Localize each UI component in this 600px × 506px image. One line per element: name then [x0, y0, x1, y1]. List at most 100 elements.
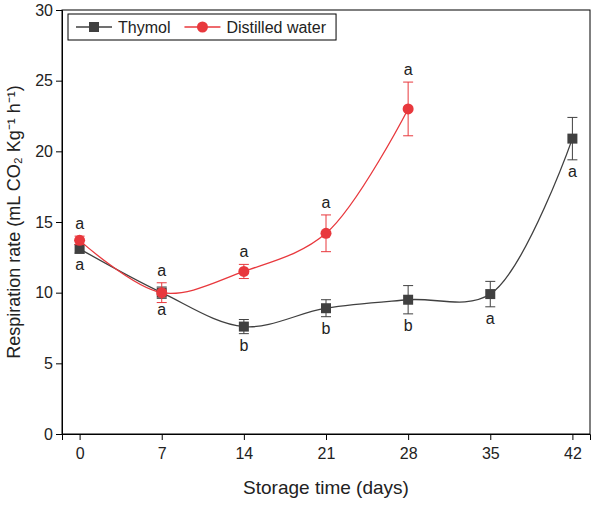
x-tick-label: 14 — [235, 445, 253, 462]
x-tick-label: 42 — [564, 445, 582, 462]
x-tick-mark — [162, 434, 163, 440]
error-bar — [403, 286, 413, 314]
significance-letter: b — [322, 320, 331, 337]
x-tick-mark — [326, 434, 327, 440]
series-marker — [485, 289, 495, 299]
x-tick-mark — [408, 434, 409, 440]
error-bar — [239, 320, 249, 334]
y-tick: 10 — [35, 284, 62, 301]
error-cap — [403, 135, 413, 136]
series-line — [80, 139, 573, 327]
x-tick: 42 — [564, 434, 582, 462]
y-tick-label: 25 — [35, 72, 53, 89]
y-tick-mark — [56, 222, 62, 223]
series-marker — [403, 103, 414, 114]
error-bar — [403, 82, 413, 136]
marks — [74, 82, 577, 334]
x-tick-label: 7 — [158, 445, 167, 462]
y-tick: 0 — [44, 426, 62, 443]
error-cap — [567, 159, 577, 160]
x-tick-mark — [490, 434, 491, 440]
significance-letter: a — [75, 215, 84, 232]
series-marker — [239, 322, 249, 332]
y-tick: 30 — [35, 2, 62, 19]
legend-label: Thymol — [118, 19, 170, 36]
legend-item: Distilled water — [184, 19, 326, 36]
y-tick-label: 5 — [44, 355, 53, 372]
error-bar — [239, 264, 249, 278]
legend-box — [68, 14, 336, 40]
y-tick-mark — [56, 363, 62, 364]
x-tick: 14 — [235, 434, 253, 462]
error-bar — [321, 215, 331, 252]
y-tick-mark — [56, 10, 62, 11]
error-cap — [239, 333, 249, 334]
chart: 071421283542051015202530aabbbaaaaaaaThym… — [0, 0, 600, 506]
error-cap — [567, 117, 577, 118]
legend-marker — [89, 22, 99, 32]
x-tick-label: 21 — [318, 445, 336, 462]
y-tick-mark — [56, 293, 62, 294]
error-bar — [157, 287, 167, 298]
error-cap — [403, 285, 413, 286]
x-tick: 21 — [318, 434, 336, 462]
error-cap — [321, 251, 331, 252]
y-tick-label: 10 — [35, 284, 53, 301]
error-bar — [485, 281, 495, 306]
plot: 071421283542051015202530aabbbaaaaaaaThym… — [35, 2, 590, 462]
x-tick: 7 — [158, 434, 167, 462]
y-axis-title: Respiration rate (mL CO₂ Kg⁻¹ h⁻¹) — [4, 85, 24, 358]
y-tick: 20 — [35, 143, 62, 160]
error-cap — [403, 82, 413, 83]
series-marker — [157, 288, 167, 298]
error-cap — [485, 281, 495, 282]
error-bar — [75, 245, 85, 253]
x-tick-label: 28 — [400, 445, 418, 462]
y-tick: 5 — [44, 355, 62, 372]
x-tick-mark — [572, 434, 573, 440]
error-cap — [485, 306, 495, 307]
significance-letter: a — [568, 163, 577, 180]
error-cap — [239, 278, 249, 279]
series-marker — [156, 287, 167, 298]
error-cap — [239, 264, 249, 265]
x-axis-line — [63, 435, 591, 441]
legend-label: Distilled water — [226, 19, 326, 36]
error-cap — [321, 214, 331, 215]
error-cap — [157, 282, 167, 283]
significance-letter: a — [157, 301, 166, 318]
y-tick-mark — [56, 151, 62, 152]
error-cap — [403, 313, 413, 314]
y-tick-label: 30 — [35, 2, 53, 19]
legend-item: Thymol — [76, 19, 170, 36]
x-tick: 0 — [76, 434, 85, 462]
error-bar — [567, 117, 577, 159]
significance-letter: a — [157, 262, 166, 279]
x-tick-label: 35 — [482, 445, 500, 462]
significance-letter: a — [239, 243, 248, 260]
significance-letter: a — [404, 61, 413, 78]
significance-letter: b — [239, 337, 248, 354]
y-axis-line — [56, 11, 63, 435]
series-marker — [238, 266, 249, 277]
significance-letter: b — [404, 317, 413, 334]
error-cap — [239, 319, 249, 320]
series-line — [80, 109, 409, 293]
annotations: aabbbaaaaaaa — [75, 61, 577, 354]
error-cap — [321, 316, 331, 317]
x-tick: 28 — [400, 434, 418, 462]
legend-marker — [197, 22, 208, 33]
significance-letter: a — [75, 256, 84, 273]
x-axis-title: Storage time (days) — [243, 477, 409, 498]
x-axis: 0 7 14 21 28 35 42 — [63, 434, 591, 462]
error-bar — [321, 300, 331, 317]
series-marker — [321, 228, 332, 239]
series-marker — [567, 134, 577, 144]
y-tick-mark — [56, 434, 62, 435]
error-bar — [157, 283, 167, 303]
significance-letter: a — [486, 310, 495, 327]
legend: Thymol Distilled water — [68, 14, 336, 40]
x-tick-label: 0 — [76, 445, 85, 462]
y-tick-label: 0 — [44, 426, 53, 443]
x-tick-mark — [80, 434, 81, 440]
